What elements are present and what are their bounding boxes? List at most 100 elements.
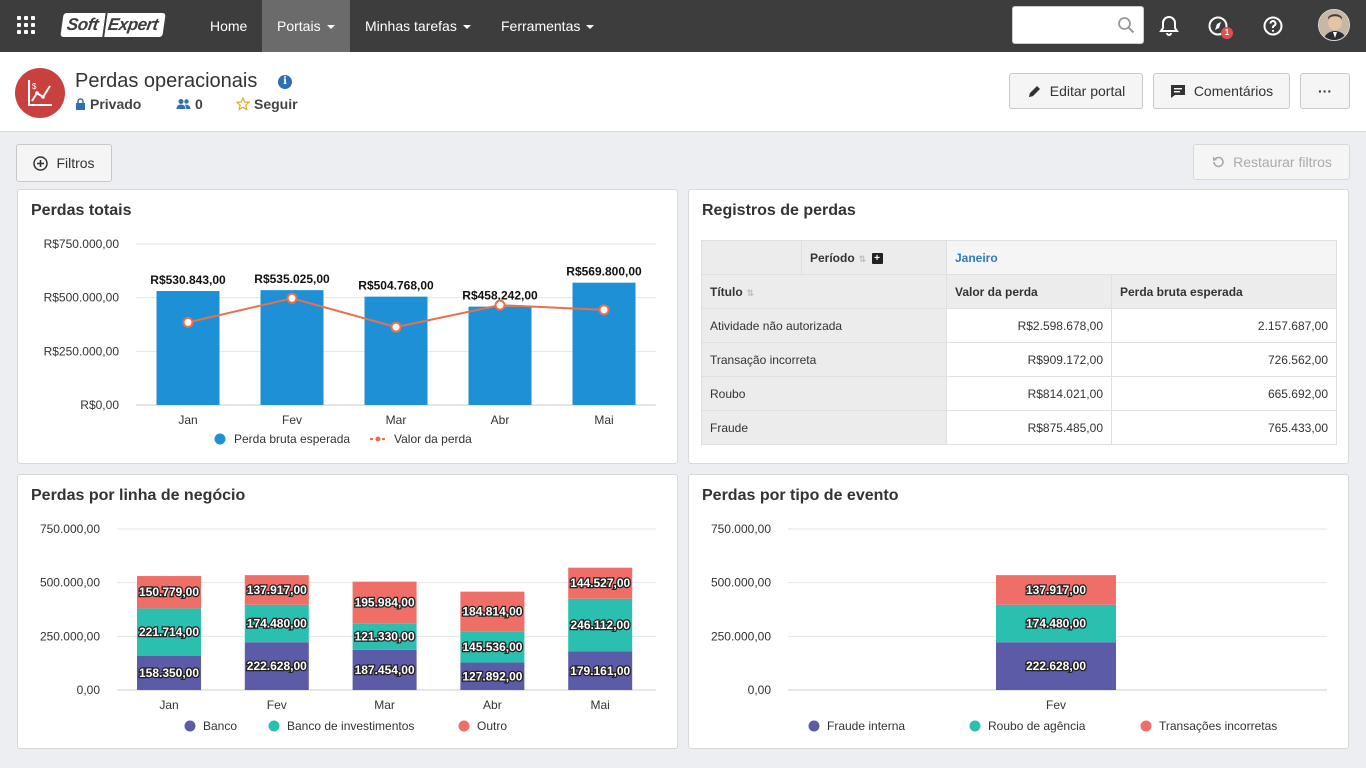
data-label: 184.814,00: [462, 604, 522, 618]
softexpert-logo[interactable]: Soft Expert: [60, 11, 166, 39]
more-options-label: ···: [1318, 83, 1332, 99]
data-label: 137.917,00: [247, 583, 307, 597]
data-label: 246.112,00: [570, 618, 630, 632]
period-header[interactable]: Período ⇅ +: [801, 240, 947, 275]
x-tick-label: Fev: [267, 698, 287, 712]
stack-segment: [996, 604, 1116, 643]
nav-home[interactable]: Home: [195, 0, 262, 52]
comments-button[interactable]: Comentários: [1153, 73, 1290, 109]
restore-filters-label: Restaurar filtros: [1233, 154, 1332, 170]
apps-grid-icon[interactable]: [17, 16, 35, 34]
y-tick-label: 0,00: [748, 683, 772, 697]
panel-title: Perdas totais: [31, 202, 132, 219]
sort-icon[interactable]: ⇅: [858, 253, 867, 264]
pencil-icon: [1028, 85, 1040, 97]
stack-segment: [244, 604, 309, 643]
undo-icon: [1213, 156, 1224, 168]
nav-portais[interactable]: Portais: [262, 0, 350, 52]
table-period-row: Período ⇅ + Janeiro: [701, 240, 1337, 275]
y-tick-label: 750.000,00: [711, 522, 771, 536]
legend-label: Outro: [477, 719, 507, 733]
table-row: Fraude R$875.485,00 765.433,00: [701, 410, 1337, 445]
stack-segment: [996, 642, 1116, 690]
nav-minhas-tarefas[interactable]: Minhas tarefas: [350, 0, 486, 52]
data-label: R$458.242,00: [462, 289, 538, 303]
nav-tarefas-label: Minhas tarefas: [365, 18, 457, 34]
total-losses-chart: R$0,00 R$250.000,00 R$500.000,00 R$750.000,…: [44, 237, 656, 446]
more-options-button[interactable]: ···: [1300, 73, 1350, 109]
members-count[interactable]: 0: [176, 96, 203, 112]
help-icon[interactable]: [1261, 14, 1285, 38]
top-navbar: Soft Expert Home Portais Minhas tarefas F…: [0, 0, 1366, 52]
row-value: R$2.598.678,00: [946, 308, 1112, 343]
line-point: [390, 321, 402, 333]
business-line-chart: 0,00 250.000,00 500.000,00 750.000,00 158.35…: [40, 522, 656, 733]
x-tick-label: Mai: [594, 413, 613, 427]
legend-label: Banco de investimentos: [287, 719, 414, 733]
data-label: 222.628,00: [1026, 659, 1086, 673]
restore-filters-button[interactable]: Restaurar filtros: [1193, 144, 1350, 180]
y-tick-label: R$0,00: [80, 398, 119, 412]
line-point: [494, 299, 506, 311]
stack-segment: [352, 623, 417, 650]
edit-portal-button[interactable]: Editar portal: [1009, 73, 1143, 109]
bell-icon[interactable]: [1157, 14, 1181, 38]
page-header: $ Perdas operacionais i Privado 0 Seguir…: [0, 52, 1366, 132]
stack-segment: [244, 642, 309, 690]
info-icon[interactable]: i: [278, 75, 292, 89]
legend-marker: [969, 720, 981, 732]
lock-icon: [76, 98, 85, 110]
data-label: 144.527,00: [570, 576, 630, 590]
table-row: Transação incorreta R$909.172,00 726.562…: [701, 342, 1337, 377]
title-column-header[interactable]: Título ⇅: [701, 274, 947, 309]
logo-soft-text: Soft: [60, 13, 106, 37]
legend-label: Banco: [203, 719, 237, 733]
chevron-down-icon: [326, 25, 335, 30]
star-icon: [236, 97, 250, 111]
x-tick-label: Abr: [483, 698, 502, 712]
row-value: R$909.172,00: [946, 342, 1112, 377]
period-value-janeiro[interactable]: Janeiro: [946, 240, 1337, 275]
portal-chart-icon: $: [15, 68, 65, 118]
data-label: R$530.843,00: [150, 273, 226, 287]
legend-marker: [214, 433, 226, 445]
filters-button[interactable]: Filtros: [16, 144, 112, 182]
legend-marker: [808, 720, 820, 732]
data-label: 174.480,00: [247, 616, 307, 630]
legend-marker: [458, 720, 470, 732]
search-input[interactable]: [1012, 6, 1144, 44]
data-label: 127.892,00: [462, 669, 522, 683]
stack-segment: [568, 567, 633, 599]
row-value: R$875.485,00: [946, 410, 1112, 445]
line-point: [286, 292, 298, 304]
sort-icon[interactable]: ⇅: [746, 287, 755, 298]
compass-icon[interactable]: [1206, 14, 1230, 38]
stack-segment: [352, 649, 417, 690]
data-label: 145.536,00: [462, 640, 522, 654]
row-title: Roubo: [701, 376, 947, 411]
value-column-header: Valor da perda: [946, 274, 1112, 309]
page-title: Perdas operacionais: [75, 70, 258, 92]
notification-badge: 1: [1221, 27, 1233, 39]
stack-segment: [244, 575, 309, 605]
search-icon[interactable]: [1117, 16, 1135, 34]
y-tick-label: R$250.000,00: [44, 344, 120, 358]
follow-link[interactable]: Seguir: [236, 96, 298, 112]
data-label: R$569.800,00: [566, 265, 642, 279]
filters-label: Filtros: [56, 155, 95, 171]
bar: [468, 306, 532, 405]
y-tick-label: 250.000,00: [40, 629, 100, 643]
panel-title: Registros de perdas: [702, 202, 856, 219]
stack-segment: [352, 581, 417, 624]
expand-plus-icon[interactable]: +: [871, 252, 883, 264]
chevron-down-icon: [462, 25, 471, 30]
user-avatar[interactable]: [1318, 9, 1350, 41]
row-title: Fraude: [701, 410, 947, 445]
table-header-row: Título ⇅ Valor da perda Perda bruta esper…: [701, 274, 1337, 309]
period-value-label: Janeiro: [955, 250, 998, 265]
panel-perdas-totais: Perdas totais R$0,00 R$250.000,00 R$500.00…: [17, 189, 678, 464]
nav-ferramentas[interactable]: Ferramentas: [486, 0, 609, 52]
svg-text:$: $: [32, 82, 37, 91]
period-label: Período: [810, 250, 855, 265]
loss-records-table: Período ⇅ + Janeiro Título ⇅ Valor da perd…: [701, 240, 1337, 445]
